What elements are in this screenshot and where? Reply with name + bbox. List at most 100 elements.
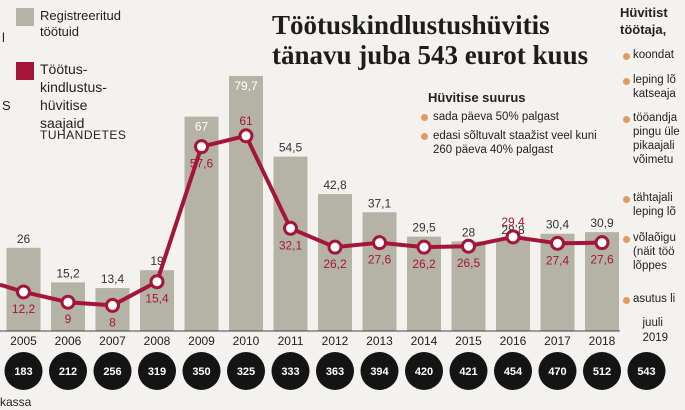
benefit-value-4: 350: [192, 366, 210, 378]
recipients-line: [23, 133, 603, 308]
right-bullet-4: [623, 196, 630, 203]
line-point-2014: [416, 239, 432, 255]
bar-label-2006: 15,2: [56, 266, 80, 280]
bar-2016: [496, 238, 530, 331]
benefit-circle-7: [316, 352, 354, 390]
line-label-2006: 9: [65, 312, 72, 326]
benefit-value-13: 512: [593, 366, 611, 378]
benefit-value-6: 333: [281, 366, 299, 378]
tick-label-2013: 2013: [366, 334, 393, 348]
right-bullet-6: [623, 297, 630, 304]
benefit-value-10: 421: [459, 366, 477, 378]
benefit-value-3: 319: [148, 366, 166, 378]
bar-label-2005: 26: [17, 232, 31, 246]
right-bullet-5: [623, 236, 630, 243]
bar-2012: [318, 194, 352, 331]
benefit-circle-4: [182, 352, 221, 390]
benefit-circle-2: [93, 352, 132, 390]
legend-line-swatch: [16, 62, 34, 80]
benefit-circle-9: [405, 352, 443, 390]
chart-title: Töötuskindlustushüvitis tänavu juba 543 …: [272, 10, 589, 70]
benefit-value-8: 394: [370, 366, 389, 378]
line-label-2009: 57,6: [190, 157, 214, 171]
benefit-item-1: sada päeva 50% palgast: [433, 111, 559, 123]
bar-label-2007: 13,4: [101, 272, 125, 286]
bar-2010: [229, 75, 263, 332]
left-edge-s: S: [2, 98, 11, 113]
tick-label-2009: 2009: [188, 334, 215, 348]
benefit-value-9: 420: [415, 366, 433, 378]
benefit-circle-12: [538, 352, 577, 390]
line-label-2007: 8: [109, 315, 116, 329]
x-ticks-group: 2005 2006 2007 2008 2009 2010 2011 2012 2013 2014…: [10, 317, 668, 348]
tick-label-14: juuli 2019: [642, 317, 669, 344]
line-point-2007: [105, 297, 120, 313]
line-label-2018: 27,6: [590, 253, 614, 267]
line-labels-group: 12,2 9 8 15,4 57,6 61 32,1 26,2 27,6 26,2 26,5 29,4…: [12, 114, 614, 330]
benefit-bullet-2: [421, 133, 428, 140]
right-bullet-3: [623, 116, 630, 123]
legend-bar-label: Registreeritud töötuid: [40, 8, 121, 39]
right-item-5: võlaõigu (näit töö lõppes: [633, 232, 676, 272]
bars-group: [6, 75, 619, 332]
right-bullet-2: [623, 78, 630, 85]
benefit-circle-0: [4, 352, 43, 390]
footer-kassa: kassa: [0, 395, 32, 409]
tick-label-2006: 2006: [55, 334, 82, 348]
benefit-bullet-1: [421, 114, 428, 121]
line-point-2008: [149, 274, 165, 290]
bar-label-2009: 67: [195, 120, 209, 134]
right-item-1: koondat: [633, 49, 674, 61]
bar-label-2011: 54,5: [279, 141, 303, 155]
line-label-2012: 26,2: [323, 257, 347, 271]
bar-label-2017: 30,4: [546, 218, 570, 232]
line-point-2017: [550, 235, 565, 251]
line-label-2016: 29,4: [501, 215, 525, 229]
line-label-2014: 26,2: [412, 257, 436, 271]
benefit-circle-13: [583, 352, 621, 390]
right-item-2: leping lõ katseaja: [633, 74, 676, 100]
line-point-2009: [194, 139, 209, 155]
benefit-circle-14: [627, 352, 666, 390]
bar-label-2012: 42,8: [323, 178, 347, 192]
benefit-circle-6: [271, 352, 310, 390]
line-label-2010: 61: [239, 114, 253, 128]
benefit-circle-10: [449, 352, 488, 390]
benefit-circles-group: 183 212 256 319 350 325 333 363 394 420 421 454 470 5…: [4, 352, 666, 390]
tick-label-2011: 2011: [278, 334, 304, 348]
tick-label-2016: 2016: [500, 334, 527, 348]
bar-label-2018: 30,9: [590, 216, 614, 230]
benefit-circle-1: [49, 352, 87, 390]
right-bullet-1: [623, 53, 630, 60]
line-point-2010: [238, 128, 254, 144]
tick-label-2018: 2018: [589, 334, 616, 348]
right-item-4: tähtajali leping lõ: [633, 192, 676, 218]
bar-2013: [362, 212, 397, 331]
tick-label-2010: 2010: [233, 334, 260, 348]
benefit-value-1: 212: [59, 366, 77, 378]
line-point-2018: [594, 235, 610, 251]
line-label-2008: 15,4: [145, 292, 169, 306]
right-panel-heading: Hüvitist töötaja,: [620, 5, 668, 37]
tick-label-2008: 2008: [144, 334, 171, 348]
benefit-value-11: 454: [504, 366, 523, 378]
benefit-value-12: 470: [548, 366, 566, 378]
bar-labels-group: 2615,213,4196779,754,542,837,129,52828,8…: [17, 79, 614, 286]
line-label-2015: 26,5: [457, 256, 481, 270]
units-label: TUHANDETES: [40, 128, 127, 142]
tick-label-2014: 2014: [411, 334, 438, 348]
benefit-value-2: 256: [103, 366, 121, 378]
benefit-heading: Hüvitise suurus: [428, 90, 526, 105]
left-edge-l: l: [2, 30, 5, 45]
tick-label-2015: 2015: [455, 334, 482, 348]
legend-bar-swatch: [16, 8, 34, 26]
line-label-2013: 27,6: [368, 253, 392, 267]
line-point-2005: [16, 284, 31, 300]
benefit-value-5: 325: [237, 366, 255, 378]
line-point-2013: [372, 235, 387, 251]
bar-label-2013: 37,1: [368, 196, 392, 210]
bar-2015: [451, 241, 486, 331]
benefit-circle-8: [360, 352, 399, 390]
